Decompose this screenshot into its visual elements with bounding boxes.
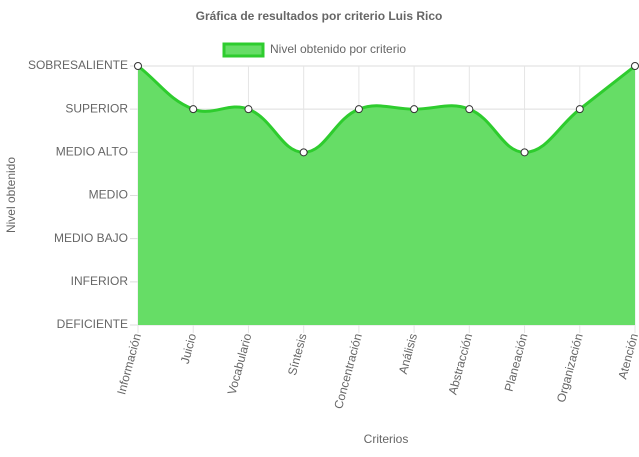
data-point <box>575 105 584 114</box>
y-tick-label: MEDIO <box>89 188 128 202</box>
x-tick-label: Planeación <box>502 332 531 393</box>
x-tick-label: Síntesis <box>285 332 310 377</box>
y-tick-label: MEDIO ALTO <box>56 145 128 159</box>
data-point <box>189 105 198 114</box>
x-tick-label: Organización <box>554 332 586 404</box>
y-tick-label: INFERIOR <box>71 274 129 288</box>
legend-label: Nivel obtenido por criterio <box>270 42 406 56</box>
chart-title: Gráfica de resultados por criterio Luis … <box>196 9 443 23</box>
legend-swatch <box>222 42 265 58</box>
y-axis-title: Nivel obtenido <box>4 157 18 233</box>
x-tick-label: Concentración <box>331 332 365 410</box>
x-tick-label: Información <box>114 332 144 396</box>
area <box>138 66 635 325</box>
line <box>137 64 636 154</box>
data-point <box>465 105 474 114</box>
data-point <box>299 148 308 157</box>
x-tick-label: Vocabulario <box>225 332 255 397</box>
x-axis-title: Criterios <box>364 432 409 446</box>
data-point <box>134 62 142 70</box>
x-tick-label: Abstracción <box>446 332 476 396</box>
x-tick-label: Juicio <box>178 332 200 366</box>
data-point <box>244 105 253 114</box>
y-tick-label: SOBRESALIENTE <box>28 58 128 72</box>
data-point <box>631 62 639 70</box>
y-tick-label: MEDIO BAJO <box>54 231 128 245</box>
x-tick-label: Análisis <box>396 332 420 376</box>
y-tick-label: SUPERIOR <box>65 101 128 115</box>
data-point <box>410 105 419 114</box>
data-point <box>354 105 363 114</box>
x-tick-label: Atención <box>615 332 639 381</box>
data-point <box>520 148 529 157</box>
y-tick-label: DEFICIENTE <box>57 317 128 331</box>
